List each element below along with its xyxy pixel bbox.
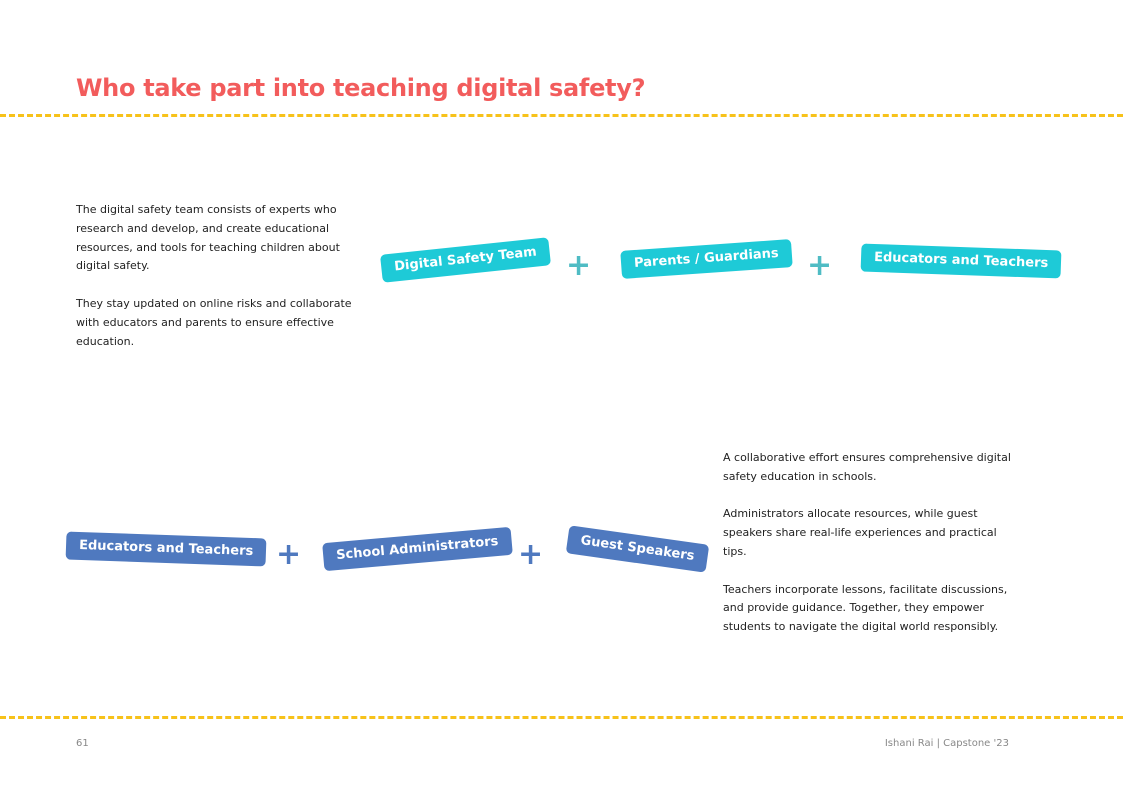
pill-parents-guardians: Parents / Guardians — [620, 239, 793, 279]
pill-educators-teachers: Educators and Teachers — [65, 531, 267, 567]
plus-icon: + — [276, 537, 302, 572]
section1-text: The digital safety team consists of expe… — [76, 201, 356, 370]
pill-educators-teachers: Educators and Teachers — [860, 243, 1062, 279]
plus-icon: + — [807, 248, 833, 283]
plus-icon: + — [566, 248, 592, 283]
section2-paragraph-2: Administrators allocate resources, while… — [723, 507, 997, 558]
pill-school-administrators: School Administrators — [322, 526, 513, 572]
page-title: Who take part into teaching digital safe… — [76, 74, 646, 102]
page-number: 61 — [76, 738, 89, 749]
section1-paragraph-1: The digital safety team consists of expe… — [76, 203, 340, 273]
footer-credit: Ishani Rai | Capstone '23 — [884, 738, 1009, 749]
pill-digital-safety-team: Digital Safety Team — [379, 237, 552, 283]
section2-paragraph-1: A collaborative effort ensures comprehen… — [723, 451, 1011, 483]
section1-paragraph-2: They stay updated on online risks and co… — [76, 296, 352, 348]
plus-icon: + — [518, 537, 544, 572]
bottom-divider — [0, 716, 1123, 719]
section2-paragraph-3: Teachers incorporate lessons, facilitate… — [723, 582, 1008, 634]
section2-text: A collaborative effort ensures comprehen… — [723, 449, 1013, 656]
pill-guest-speakers: Guest Speakers — [565, 525, 710, 573]
top-divider — [0, 114, 1123, 117]
